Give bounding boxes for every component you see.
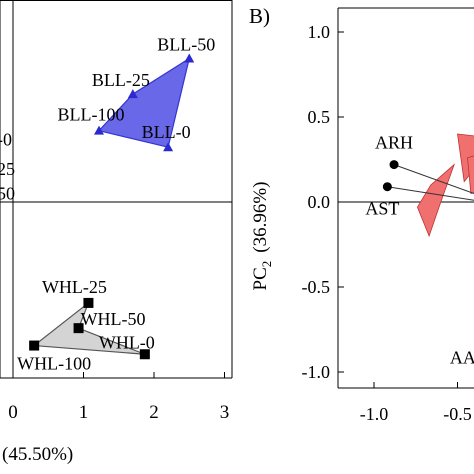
panel-b-y-label-percent: (36.96%)	[250, 182, 271, 253]
panel-b-y-label-subscript: 2	[259, 261, 274, 268]
b-y-tick-label-3: -0.5	[302, 277, 331, 297]
a-partial-y-label-1: 25	[0, 159, 15, 179]
point-whl-25	[83, 297, 94, 308]
label-aa: AA	[450, 348, 474, 368]
label-bll-25: BLL-25	[92, 70, 150, 90]
panel-b-points	[382, 160, 399, 192]
panel-a-x-ticks: 0 1 2 3	[8, 372, 229, 423]
panel-a: BLL-50 BLL-25 BLL-100 BLL-0 WHL-25 WHL-50 WHL-…	[0, 0, 233, 465]
panel-b-y-axis-label: PC2 (36.96%)	[250, 182, 274, 291]
point-bll-25	[127, 89, 138, 99]
panel-b-y-label-pc: PC	[250, 267, 271, 290]
svg-text:PC2(36.96%): PC2 (36.96%)	[250, 182, 274, 291]
b-y-tick-label-2: 0.0	[308, 192, 331, 212]
b-y-tick-label-1: 0.5	[308, 107, 331, 127]
b-polygon-2	[467, 155, 474, 195]
b-x-tick-label-1: -0.5	[443, 404, 472, 424]
b-polygon-0	[416, 163, 456, 238]
point-bll-50	[184, 53, 195, 63]
point-whl-50	[73, 323, 84, 334]
a-partial-y-label-2: 50	[0, 183, 15, 203]
a-x-tick-label-2: 2	[149, 402, 159, 423]
label-whl-50: WHL-50	[81, 309, 146, 329]
b-y-tick-label-0: 1.0	[308, 22, 331, 42]
label-whl-0: WHL-0	[99, 332, 155, 352]
label-arh: ARH	[375, 133, 413, 153]
label-bll-50: BLL-50	[157, 34, 215, 54]
panel-a-x-axis-label: (45.50%)	[2, 444, 73, 465]
label-ast: AST	[365, 199, 399, 219]
panel-a-reference-lines	[0, 0, 232, 378]
b-y-tick-label-4: -1.0	[302, 362, 331, 382]
point-arh	[389, 160, 399, 170]
a-x-tick-label-1: 1	[79, 402, 89, 423]
b-x-tick-label-0: -1.0	[360, 404, 389, 424]
a-partial-y-label-0: -0	[0, 129, 12, 149]
panel-a-point-labels: BLL-50 BLL-25 BLL-100 BLL-0 WHL-25 WHL-50 WHL-…	[17, 34, 215, 373]
point-ast	[382, 182, 392, 192]
panel-a-partial-y-labels: -0 25 50	[0, 129, 15, 203]
panel-b-x-ticks: -1.0-0.5-0	[360, 382, 472, 424]
point-whl-100	[29, 340, 40, 351]
panel-a-points	[29, 53, 195, 360]
label-bll-100: BLL-100	[58, 105, 125, 125]
panel-b-polygons	[416, 133, 474, 238]
point-bll-0	[163, 142, 174, 152]
point-bll-100	[94, 125, 105, 135]
point-whl-0	[139, 349, 150, 360]
panel-b-vectors	[387, 164, 474, 201]
label-whl-25: WHL-25	[42, 277, 107, 297]
a-x-tick-label-3: 3	[220, 402, 230, 423]
panel-b: B) ARH AST AA 1.0 0.5 0.0 -0.5 -1.0 -1.0 -0.5 -0…	[249, 4, 474, 424]
panel-b-y-ticks: 1.0 0.5 0.0 -0.5 -1.0	[302, 22, 344, 382]
panel-b-letter: B)	[249, 4, 270, 28]
label-bll-0: BLL-0	[142, 122, 191, 142]
a-x-tick-label-0: 0	[8, 402, 18, 423]
label-whl-100: WHL-100	[17, 354, 91, 374]
b-vector-0	[393, 164, 474, 194]
panel-b-point-labels: ARH AST AA	[365, 133, 474, 368]
b-vector-1	[387, 186, 474, 201]
